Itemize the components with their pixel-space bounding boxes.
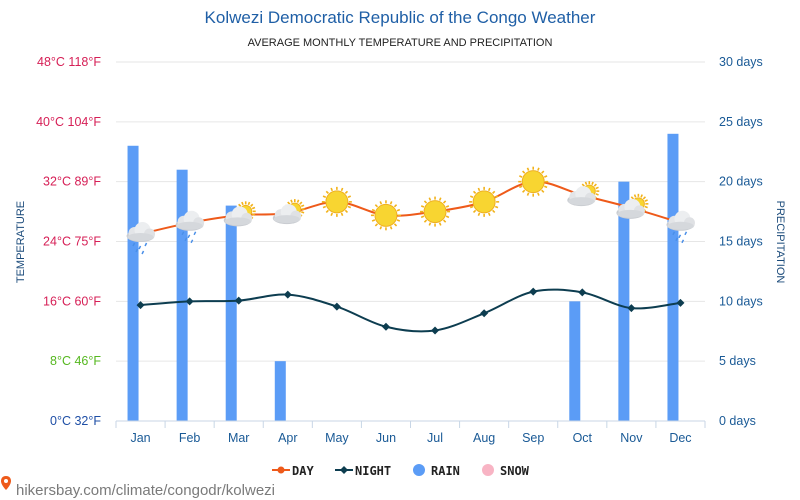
sun-icon [518,166,549,197]
night-point [332,302,341,311]
cloud-rain-icon [175,210,205,244]
month-label: Oct [573,431,593,445]
left-tick-label: 40°C 104°F [36,115,101,129]
rain-bar [667,133,679,422]
sun-icon [420,196,451,227]
left-axis-label: TEMPERATURE [15,201,27,283]
cloud-sun-icon [567,181,600,207]
axes: 0°C 32°F 8°C 46°F 16°C 60°F 24°C 75°F 32°C 8… [36,55,763,445]
legend-swatch [272,466,290,474]
night-point [431,326,440,335]
rain-bars [127,133,679,422]
night-point [283,290,292,299]
legend-item-snow[interactable]: SNOW [482,464,530,478]
month-label: Nov [620,431,643,445]
legend-label: NIGHT [355,464,391,478]
right-tick-label: 20 days [719,175,763,189]
month-label: Dec [669,431,691,445]
night-point [529,287,538,296]
night-point [136,301,145,310]
right-tick-label: 5 days [719,354,756,368]
right-tick-label: 30 days [719,55,763,69]
month-label: Apr [278,431,297,445]
legend-item-night[interactable]: NIGHT [335,464,391,478]
night-point [480,309,489,318]
location-pin-icon [1,476,11,490]
rain-bar [225,205,237,421]
right-tick-label: 15 days [719,235,763,249]
legend-swatch [482,464,494,476]
month-label: Mar [228,431,250,445]
night-point [578,288,587,297]
cloud-sun-icon [223,201,256,227]
source-link[interactable]: hikersbay.com/climate/congodr/kolwezi [1,476,275,499]
rain-bar [569,301,581,421]
cloud-sun-icon [272,199,305,225]
legend-label: SNOW [500,464,530,478]
legend-swatch [413,464,425,476]
right-tick-label: 25 days [719,115,763,129]
chart-title: Kolwezi Democratic Republic of the Congo… [205,8,596,27]
legend-swatch [335,466,353,474]
source-url[interactable]: hikersbay.com/climate/congodr/kolwezi [16,482,275,499]
left-tick-label: 0°C 32°F [50,414,101,428]
night-point [381,322,390,331]
left-tick-label: 24°C 75°F [43,235,101,249]
cloud-sun-icon [616,193,649,219]
left-tick-label: 8°C 46°F [50,354,101,368]
legend-label: DAY [292,464,314,478]
chart-subtitle: AVERAGE MONTHLY TEMPERATURE AND PRECIPIT… [248,37,553,49]
day-line [140,180,681,235]
legend: DAY NIGHT RAIN SNOW [272,464,530,478]
sun-icon [370,200,401,231]
legend-label: RAIN [431,464,460,478]
right-tick-label: 10 days [719,294,763,308]
night-point [627,304,636,313]
sun-icon [321,186,352,217]
rain-bar [127,145,139,421]
left-tick-label: 32°C 89°F [43,175,101,189]
month-label: May [325,431,349,445]
month-label: Jun [376,431,396,445]
night-point [185,297,194,306]
rain-bar [176,169,188,421]
month-label: Feb [179,431,201,445]
left-tick-label: 48°C 118°F [37,55,101,69]
legend-item-day[interactable]: DAY [272,464,314,478]
cloud-rain-icon [666,210,695,244]
night-point [676,298,685,307]
cloud-rain-icon [126,222,156,255]
month-label: Jan [130,431,150,445]
right-axis-label: PRECIPITATION [774,201,786,284]
month-label: Jul [427,431,443,445]
gridlines [116,61,705,422]
month-label: Sep [522,431,544,445]
night-line [140,288,681,333]
night-point [234,296,243,305]
sun-icon [469,186,500,217]
weather-icons [126,166,695,255]
left-tick-label: 16°C 60°F [43,294,101,308]
rain-bar [274,361,286,421]
legend-item-rain[interactable]: RAIN [413,464,460,478]
right-tick-label: 0 days [719,414,756,428]
month-label: Aug [473,431,495,445]
temperature-lines [136,178,685,335]
rain-bar [618,181,630,421]
